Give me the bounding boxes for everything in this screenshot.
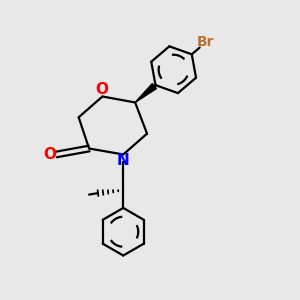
Text: O: O (43, 147, 56, 162)
Text: O: O (95, 82, 108, 98)
Polygon shape (135, 84, 157, 102)
Text: N: N (116, 154, 129, 169)
Text: Br: Br (197, 35, 214, 50)
